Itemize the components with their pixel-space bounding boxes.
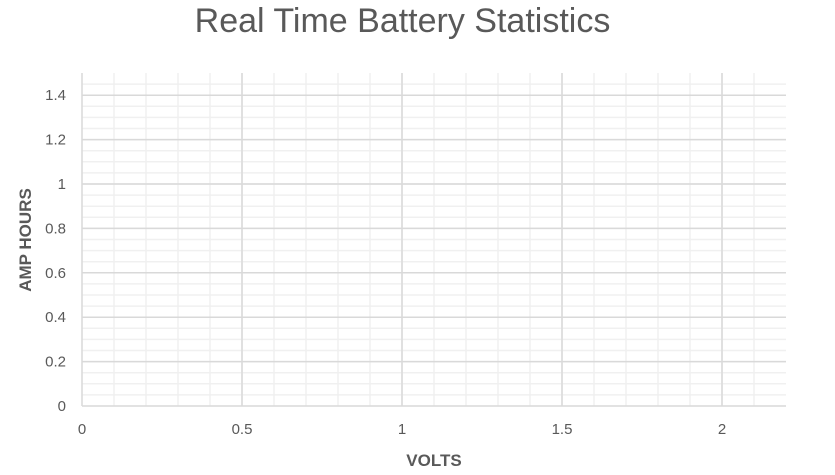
y-tick-label: 0.4 xyxy=(45,309,66,326)
y-tick-label: 1.2 xyxy=(45,132,66,149)
chart-title: Real Time Battery Statistics xyxy=(194,2,611,40)
x-tick-label: 0.5 xyxy=(232,421,253,438)
axes xyxy=(81,73,786,407)
x-tick-label: 1 xyxy=(398,421,406,438)
y-axis-title: AMP HOURS xyxy=(16,188,35,292)
y-tick-label: 1 xyxy=(58,176,66,193)
y-tick-labels: 0 0.2 0.4 0.6 0.8 1 1.2 1.4 xyxy=(45,87,66,415)
y-tick-label: 0 xyxy=(58,398,66,415)
x-tick-labels: 0 0.5 1 1.5 2 xyxy=(78,421,726,438)
y-tick-label: 0.8 xyxy=(45,220,66,237)
x-tick-label: 2 xyxy=(718,421,726,438)
major-grid xyxy=(82,73,786,406)
x-tick-label: 0 xyxy=(78,421,86,438)
y-tick-label: 1.4 xyxy=(45,87,66,104)
y-tick-label: 0.2 xyxy=(45,354,66,371)
x-tick-label: 1.5 xyxy=(552,421,573,438)
y-tick-label: 0.6 xyxy=(45,265,66,282)
x-axis-title: VOLTS xyxy=(406,451,461,470)
